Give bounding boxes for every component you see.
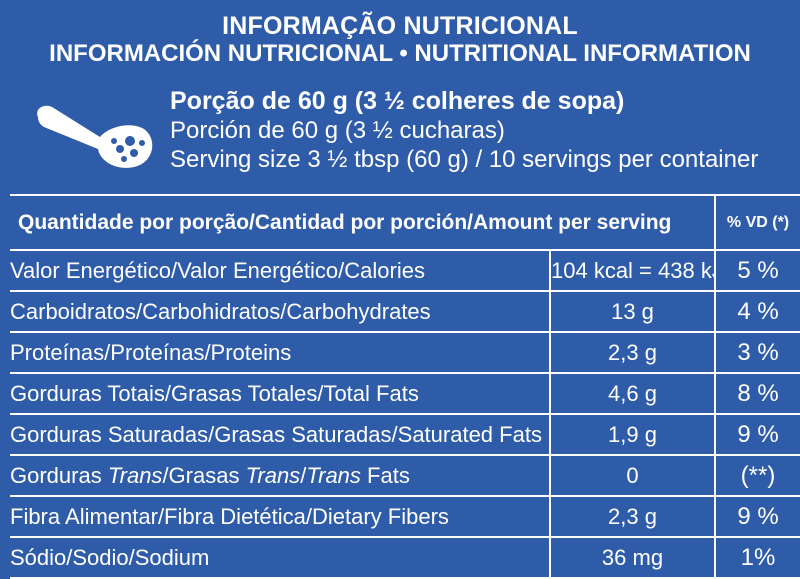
row-label: Proteínas/Proteínas/Proteins	[10, 331, 551, 374]
row-amount: 1,9 g	[548, 413, 717, 456]
amount-per-serving-header: Quantidade por porção/Cantidad por porci…	[10, 194, 717, 251]
serving-size-portuguese: Porção de 60 g (3 ½ colheres de sopa)	[170, 87, 625, 115]
table-row: Fibra Alimentar/Fibra Dietética/Dietary …	[10, 495, 800, 538]
table-row: Carboidratos/Carbohidratos/Carbohydrates…	[10, 290, 800, 333]
title-spanish-english: INFORMACIÓN NUTRICIONAL • NUTRITIONAL IN…	[49, 40, 751, 67]
row-daily-value: 5 %	[714, 249, 800, 292]
table-row: Valor Energético/Valor Energético/Calori…	[10, 249, 800, 292]
serving-size-english: Serving size 3 ½ tbsp (60 g) / 10 servin…	[170, 146, 759, 173]
row-daily-value: 8 %	[714, 372, 800, 415]
row-daily-value: 9 %	[714, 413, 800, 456]
row-daily-value: (**)	[714, 454, 800, 497]
table-row: Proteínas/Proteínas/Proteins 2,3 g 3 %	[10, 331, 800, 374]
row-label: Valor Energético/Valor Energético/Calori…	[10, 249, 551, 292]
table-row: Gorduras Totais/Grasas Totales/Total Fat…	[10, 372, 800, 415]
row-amount: 2,3 g	[548, 331, 717, 374]
serving-info: Porção de 60 g (3 ½ colheres de sopa) Po…	[170, 86, 790, 174]
row-daily-value: 4 %	[714, 290, 800, 333]
row-label: Fibra Alimentar/Fibra Dietética/Dietary …	[10, 495, 551, 538]
table-row: Gorduras Trans/Grasas Trans/Trans Fats 0…	[10, 454, 800, 497]
row-daily-value: 3 %	[714, 331, 800, 374]
row-amount: 4,6 g	[548, 372, 717, 415]
row-label: Gorduras Saturadas/Grasas Saturadas/Satu…	[10, 413, 551, 456]
row-label: Gorduras Trans/Grasas Trans/Trans Fats	[10, 454, 551, 497]
serving-size-spanish: Porción de 60 g (3 ½ cucharas)	[170, 117, 505, 144]
row-amount: 13 g	[548, 290, 717, 333]
row-amount: 0	[548, 454, 717, 497]
table-header-row: Quantidade por porção/Cantidad por porci…	[10, 194, 800, 251]
daily-value-header: % VD (*)	[714, 194, 800, 251]
row-amount: 104 kcal = 438 kJ	[548, 249, 717, 292]
row-label: Carboidratos/Carbohidratos/Carbohydrates	[10, 290, 551, 333]
table-row: Gorduras Saturadas/Grasas Saturadas/Satu…	[10, 413, 800, 456]
nutrition-table: Quantidade por porção/Cantidad por porci…	[10, 194, 800, 579]
row-amount: 2,3 g	[548, 495, 717, 538]
row-daily-value: 9 %	[714, 495, 800, 538]
title-portuguese: INFORMAÇÃO NUTRICIONAL	[222, 12, 578, 40]
row-label: Gorduras Totais/Grasas Totales/Total Fat…	[10, 372, 551, 415]
spoon-icon	[37, 105, 153, 168]
